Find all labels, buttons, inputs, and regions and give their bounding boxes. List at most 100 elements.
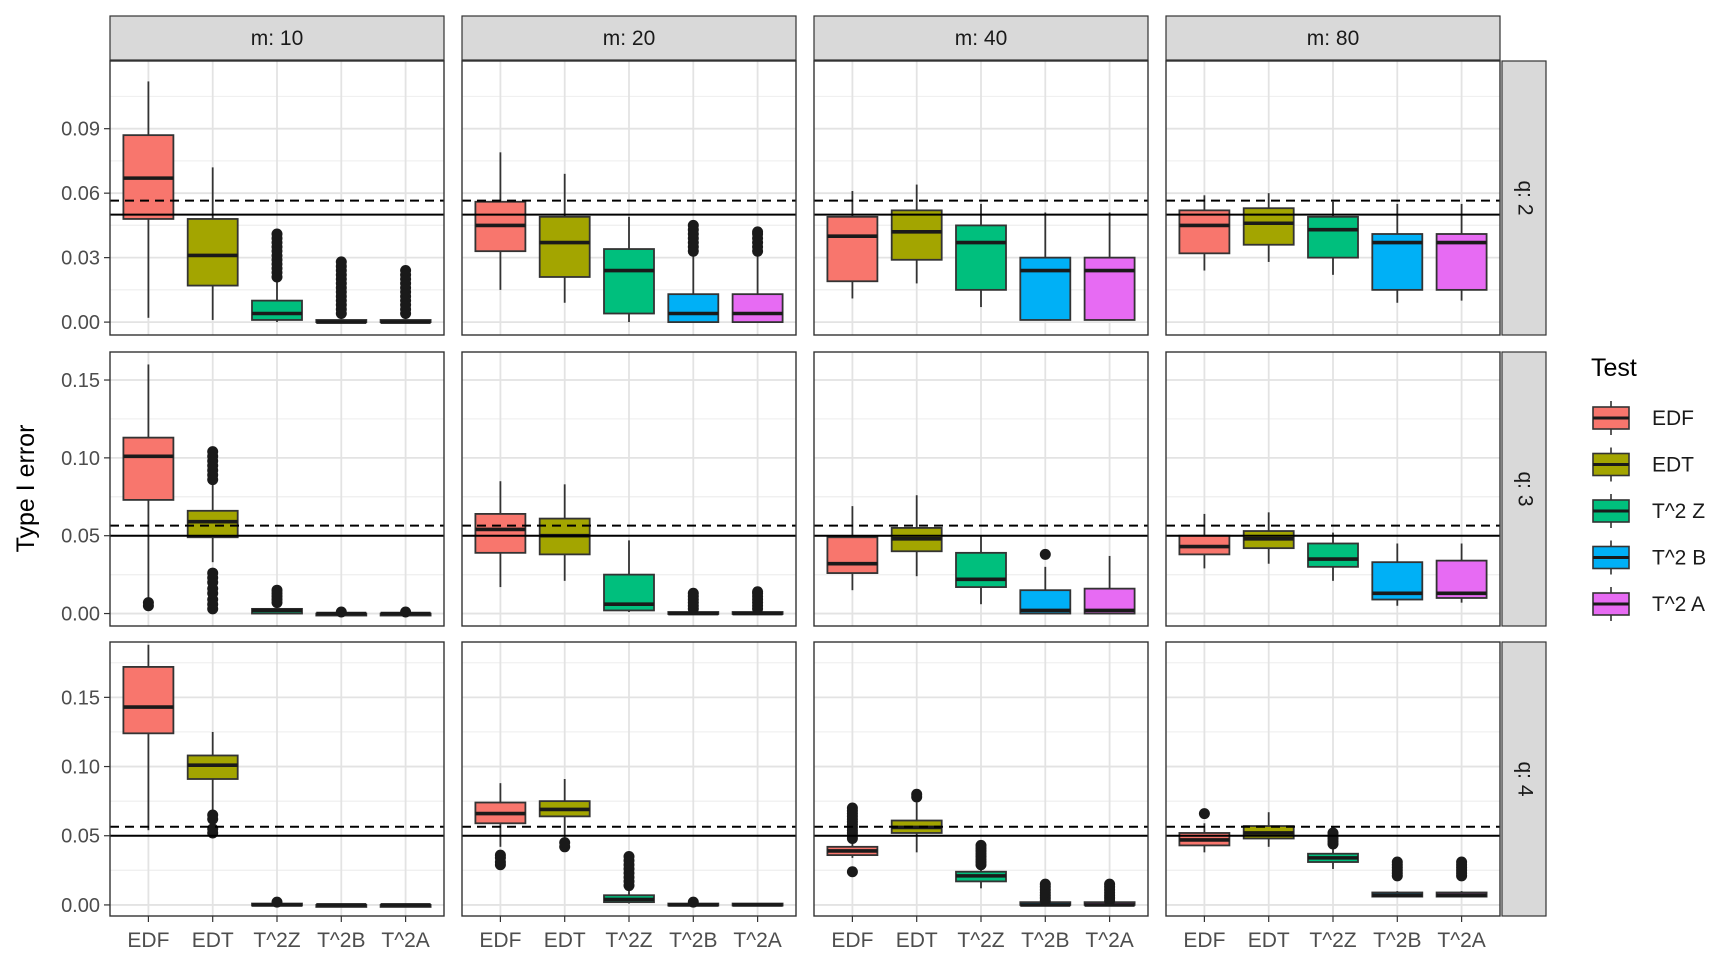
boxplot-T^2B: [667, 587, 720, 616]
outlier-point: [400, 606, 412, 618]
box-iqr: [603, 248, 655, 315]
outlier-point: [1391, 856, 1403, 868]
facet-strip-col-label: m: 80: [1307, 27, 1360, 50]
facet-strip-col: [461, 15, 797, 61]
facet-panel: [109, 351, 445, 627]
boxplot-T^2B: [315, 606, 368, 618]
facet-strip-col: [813, 15, 1149, 61]
facet-strip-row-label: q: 4: [1513, 761, 1536, 796]
x-tick-label: EDF: [831, 929, 873, 952]
x-tick-label: T^2B: [669, 929, 717, 952]
panel-border: [813, 351, 1149, 627]
boxplot-T^2B: [315, 903, 368, 908]
facet-panel: [1165, 60, 1501, 336]
boxplot-EDF: [474, 152, 527, 290]
box-iqr: [1178, 209, 1231, 255]
boxplot-T^2B: [1371, 543, 1424, 606]
y-tick-label: 0.15: [61, 687, 100, 709]
outlier-point: [687, 896, 699, 908]
x-tick-label: T^2A: [1437, 929, 1485, 952]
outlier-point: [1039, 548, 1051, 560]
boxplot-EDT: [890, 495, 943, 577]
facet-panel: [461, 60, 797, 336]
boxplot-T^2B: [1371, 856, 1424, 898]
facet-panel: [109, 641, 445, 917]
facet-panel: [109, 60, 445, 336]
boxplot-T^2A: [1083, 878, 1136, 907]
boxplot-T^2A: [731, 902, 784, 907]
outlier-point: [207, 823, 219, 835]
outlier-point: [207, 446, 219, 458]
outlier-point: [1456, 856, 1468, 868]
y-tick-label: 0.03: [61, 248, 100, 270]
box-iqr: [731, 293, 784, 324]
boxplot-T^2Z: [1307, 532, 1359, 581]
boxplot-EDF: [474, 481, 527, 588]
boxplot-T^2A: [1435, 856, 1488, 898]
boxplot-T^2A: [731, 226, 784, 324]
box-iqr: [955, 224, 1007, 291]
x-tick-label: T^2B: [1021, 929, 1069, 952]
legend-label: EDF: [1652, 407, 1694, 430]
boxplot-EDF: [122, 81, 175, 318]
y-tick-label: 0.10: [61, 757, 100, 779]
outlier-point: [271, 584, 283, 596]
y-tick-label: 0.00: [61, 312, 100, 334]
box-iqr: [1307, 215, 1359, 259]
box-iqr: [955, 551, 1007, 588]
x-tick-label: T^2B: [1373, 929, 1421, 952]
facet-panel: [461, 641, 797, 917]
boxplot-EDF: [474, 783, 527, 871]
facet-strip-col-label: m: 10: [251, 27, 304, 50]
outlier-point: [335, 606, 347, 618]
facet-panel: [813, 641, 1149, 917]
box-iqr: [186, 218, 239, 287]
outlier-point: [271, 896, 283, 908]
legend-label: T^2 Z: [1652, 500, 1705, 523]
outlier-point: [207, 567, 219, 579]
boxplot-T^2A: [731, 586, 784, 616]
outlier-point: [752, 226, 764, 238]
x-tick-label: EDF: [479, 929, 521, 952]
legend: Test EDF EDT T^2 Z T^2 B T^2 A: [1591, 354, 1706, 621]
facet-panel: [461, 351, 797, 627]
outlier-point: [559, 837, 571, 849]
boxplot-T^2A: [379, 265, 432, 324]
boxplot-T^2B: [1371, 203, 1424, 303]
x-tick-label: EDT: [1248, 929, 1290, 952]
boxplot-T^2Z: [251, 896, 303, 908]
boxplot-EDT: [186, 167, 239, 320]
boxplot-T^2Z: [955, 839, 1007, 889]
box-iqr: [538, 215, 591, 278]
x-tick-label: EDF: [127, 929, 169, 952]
outlier-point: [1039, 878, 1051, 890]
outlier-point: [494, 849, 506, 861]
outlier-point: [1104, 878, 1116, 890]
facet-panel: [1165, 641, 1501, 917]
x-tick-label: T^2Z: [253, 929, 300, 952]
legend-label: EDT: [1652, 454, 1694, 477]
boxplot-T^2B: [667, 896, 720, 908]
boxplot-T^2A: [1435, 543, 1488, 603]
boxplot-T^2Z: [955, 203, 1007, 308]
box-iqr: [826, 215, 879, 283]
boxplot-T^2Z: [603, 216, 655, 323]
x-tick-label: T^2Z: [605, 929, 652, 952]
boxplot-EDT: [538, 779, 591, 853]
x-tick-label: T^2B: [317, 929, 365, 952]
boxplot-EDF: [1178, 195, 1231, 271]
box-iqr: [667, 293, 720, 324]
boxplot-T^2A: [1083, 555, 1136, 615]
outlier-point: [142, 597, 154, 609]
x-tick-label: T^2Z: [957, 929, 1004, 952]
box-iqr: [1083, 256, 1136, 321]
y-tick-label: 0.06: [61, 183, 100, 205]
facet-strip-row: [1501, 351, 1547, 627]
panel-border: [109, 60, 445, 336]
outlier-point: [400, 265, 412, 277]
outlier-point: [335, 256, 347, 268]
outlier-point: [752, 586, 764, 598]
boxplot-EDT: [186, 446, 239, 615]
